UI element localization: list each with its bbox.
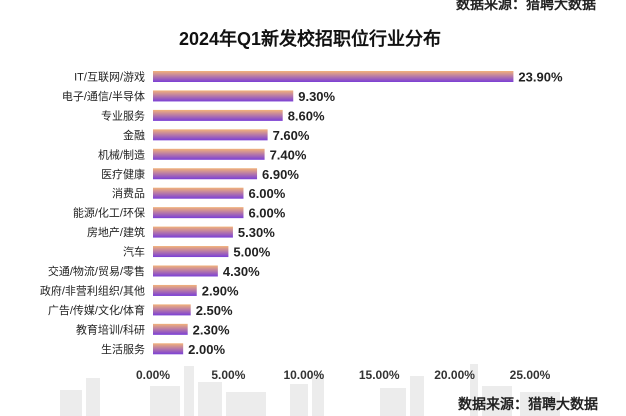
category-label: 政府/非营利组织/其他 — [40, 283, 145, 297]
bar — [153, 246, 229, 258]
bar — [153, 148, 265, 160]
category-label: IT/互联网/游戏 — [74, 71, 145, 84]
category-label: 教育培训/科研 — [76, 322, 145, 336]
bar — [153, 226, 233, 238]
bar — [153, 71, 514, 82]
bar — [153, 90, 294, 102]
category-label: 医疗健康 — [101, 167, 145, 181]
data-label: 5.30% — [238, 225, 275, 240]
category-label: 生活服务 — [101, 342, 145, 356]
x-tick-label: 0.00% — [136, 368, 170, 382]
category-label: 汽车 — [123, 245, 145, 259]
x-tick-label: 20.00% — [434, 368, 475, 382]
data-source-bottom: 数据来源：猎聘大数据 — [458, 396, 598, 412]
bar — [153, 168, 258, 180]
data-label: 6.90% — [262, 167, 299, 182]
x-tick-label: 25.00% — [510, 368, 551, 382]
bar — [153, 129, 268, 141]
data-label: 5.00% — [233, 245, 270, 260]
data-label: 2.30% — [193, 322, 230, 337]
data-label: 2.90% — [202, 283, 239, 298]
category-label: 广告/传媒/文化/体育 — [48, 303, 145, 317]
data-label: 4.30% — [223, 264, 260, 279]
bar — [153, 109, 283, 121]
data-label: 8.60% — [288, 108, 325, 123]
bar — [153, 343, 184, 355]
data-label: 2.00% — [188, 342, 225, 357]
data-label: 7.40% — [270, 147, 307, 162]
bar — [153, 323, 188, 335]
x-tick-label: 15.00% — [359, 368, 400, 382]
data-label: 6.00% — [248, 186, 285, 201]
x-tick-label: 5.00% — [211, 368, 245, 382]
bar — [153, 265, 218, 277]
city-skyline-watermark — [60, 364, 560, 416]
chart-title: 2024年Q1新发校招职位行业分布 — [130, 22, 490, 56]
bar — [153, 304, 191, 316]
data-label: 2.50% — [196, 303, 233, 318]
data-source-top: 数据来源：猎聘大数据 — [456, 0, 596, 12]
category-label: 交通/物流/贸易/零售 — [48, 264, 145, 278]
bar — [153, 207, 244, 219]
data-label: 9.30% — [298, 89, 335, 104]
category-label: 消费品 — [112, 186, 145, 200]
bar — [153, 187, 244, 199]
data-label: 7.60% — [273, 128, 310, 143]
category-label: 房地产/建筑 — [87, 225, 145, 239]
x-tick-label: 10.00% — [283, 368, 324, 382]
data-label: 23.90% — [518, 70, 563, 85]
category-label: 机械/制造 — [98, 147, 145, 161]
bar — [153, 284, 197, 296]
data-label: 6.00% — [248, 206, 285, 221]
category-label: 电子/通信/半导体 — [62, 89, 145, 103]
category-label: 能源/化工/环保 — [73, 206, 145, 220]
category-label: 金融 — [123, 128, 145, 142]
category-label: 专业服务 — [101, 108, 145, 122]
